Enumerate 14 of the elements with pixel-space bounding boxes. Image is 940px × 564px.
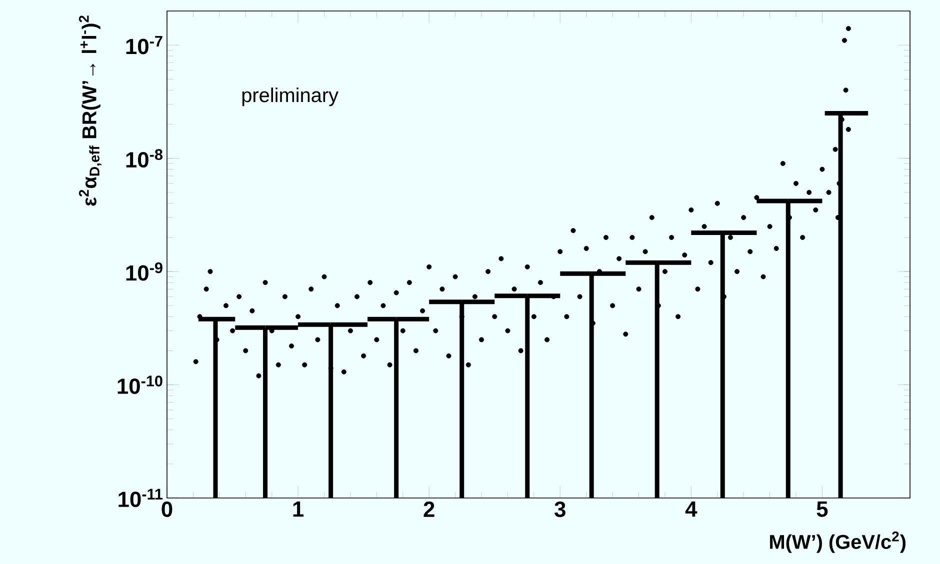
y-tick-label: 10$^{-11}$ <box>118 488 163 508</box>
x-tick-label: 3 <box>554 502 566 518</box>
y-tick-label: 10$^{-8}$ <box>126 149 163 168</box>
y-tick-label: 10$^{-9}$ <box>126 262 162 281</box>
x-axis-title: M(W’) (GeV/c$^{2}$) <box>770 532 906 553</box>
y-tick-label: 10$^{-10}$ <box>118 376 162 394</box>
y-tick-label: 10$^{-7}$ <box>126 36 162 54</box>
text: ε$^{2}$α$_{D,eff}$ BR(W’→ l$^{+}$l$^{-}$)$^{2}$ <box>78 16 102 206</box>
x-tick-label: 5 <box>816 502 828 517</box>
annotation: preliminary <box>242 88 338 106</box>
x-tick-label: 0 <box>162 502 172 518</box>
x-tick-label: 4 <box>685 502 698 517</box>
x-tick-label: 1 <box>293 502 304 517</box>
x-tick-label: 2 <box>424 502 434 517</box>
